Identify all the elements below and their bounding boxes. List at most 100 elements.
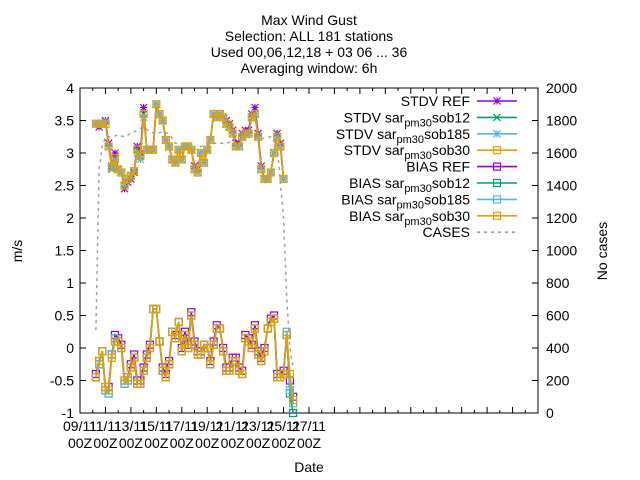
data-point: [129, 353, 139, 362]
data-point: [257, 356, 266, 366]
y-tick-label: 1.5: [55, 243, 75, 259]
data-point: [251, 103, 259, 112]
data-point: [187, 311, 196, 320]
plot-area: [91, 100, 298, 418]
data-point: [266, 168, 275, 177]
y2-tick-label: 800: [546, 275, 570, 291]
data-point: [94, 356, 104, 366]
data-point: [111, 149, 119, 157]
x-tick-label: 21/11: [216, 418, 250, 434]
data-point: [285, 386, 295, 395]
data-point: [98, 347, 107, 356]
data-point: [493, 113, 501, 122]
data-point: [279, 369, 288, 379]
legend-entry: STDV sarpm30sob185: [336, 126, 517, 146]
y2-tick-label: 1200: [546, 210, 577, 226]
x-tick-label: 00Z: [221, 435, 246, 451]
legend-entry: STDV sarpm30sob30: [344, 142, 517, 162]
x-tick-label: 15/11: [139, 418, 173, 434]
y2-axis-label: No cases: [594, 222, 610, 280]
legend-label: BIAS sarpm30sob185: [341, 191, 470, 211]
data-point: [199, 158, 209, 167]
data-point: [91, 373, 101, 382]
data-point: [161, 373, 170, 382]
legend-label: CASES: [423, 224, 470, 240]
data-point: [215, 324, 225, 333]
data-point: [193, 168, 202, 177]
legend-label: STDV REF: [401, 93, 470, 109]
x-tick-label: 23/11: [241, 418, 275, 434]
data-point: [139, 109, 148, 119]
y2-tick-label: 1000: [546, 243, 577, 259]
title-line: Max Wind Gust: [261, 12, 357, 28]
y-tick-label: 4: [66, 80, 74, 96]
x-tick-label: 25/11: [267, 418, 301, 434]
x-tick-label: 00Z: [246, 435, 271, 451]
x-tick-label: 00Z: [271, 435, 296, 451]
data-point: [269, 148, 279, 158]
legend-entry: CASES: [423, 224, 517, 240]
legend-entry: STDV REF: [401, 93, 517, 109]
x-tick-label: 00Z: [144, 435, 169, 451]
data-point: [104, 142, 113, 151]
legend-entry: BIAS REF: [406, 159, 517, 175]
data-point: [180, 330, 190, 340]
legend-label: BIAS sarpm30sob30: [349, 208, 470, 228]
x-tick-label: 00Z: [170, 435, 195, 451]
data-point: [190, 340, 199, 349]
data-point: [493, 129, 501, 138]
legend-label: STDV sarpm30sob185: [336, 126, 470, 146]
data-point: [136, 379, 145, 388]
data-point: [269, 314, 279, 323]
data-point: [219, 347, 228, 356]
data-point: [250, 109, 260, 119]
data-point: [238, 369, 247, 379]
x-tick-label: 13/11: [114, 418, 148, 434]
data-point: [104, 386, 113, 395]
y-tick-label: -0.5: [50, 373, 74, 389]
data-point: [126, 363, 135, 372]
data-point: [196, 350, 205, 359]
y2-tick-label: 2000: [546, 80, 577, 96]
data-point: [110, 154, 120, 163]
y2-tick-label: 400: [546, 340, 570, 356]
data-point: [107, 163, 116, 172]
y-tick-label: 2: [66, 210, 74, 226]
data-point: [206, 360, 215, 369]
x-axis-label: Date: [294, 459, 324, 475]
data-point: [247, 343, 256, 353]
data-point: [273, 132, 282, 141]
data-point: [129, 167, 139, 176]
data-point: [288, 408, 298, 418]
data-point: [257, 165, 266, 174]
data-point: [152, 100, 161, 109]
x-tick-label: 11/11: [89, 418, 122, 434]
y-tick-label: 2.5: [55, 178, 75, 194]
legend-label: STDV sarpm30sob30: [344, 142, 471, 162]
y2-tick-label: 1400: [546, 178, 577, 194]
x-tick-label: 00Z: [93, 435, 118, 451]
data-point: [136, 152, 145, 161]
data-point: [187, 145, 196, 154]
data-point: [155, 337, 164, 346]
data-point: [174, 317, 183, 327]
axes: -1 -0.5 0 0.5 1 1.5 2 2.5 3 3.5 4 0 200 400 600 800 1000…: [9, 80, 610, 475]
legend-label: BIAS REF: [406, 159, 470, 175]
data-point: [203, 145, 212, 154]
series-stdv_ob30: [91, 100, 288, 190]
data-point: [158, 116, 167, 125]
title-line: Selection: ALL 181 stations: [225, 28, 393, 44]
title-line: Used 00,06,12,18 + 03 06 ... 36: [211, 44, 408, 60]
y-tick-label: 3.5: [55, 113, 75, 129]
data-point: [231, 356, 240, 366]
legend-label: BIAS sarpm30sob12: [349, 175, 470, 195]
y2-tick-label: 1600: [546, 145, 577, 161]
data-point: [254, 132, 263, 141]
data-point: [139, 366, 148, 375]
legend-entry: BIAS sarpm30sob12: [349, 175, 517, 195]
x-tick-label: 00Z: [297, 435, 322, 451]
data-point: [206, 135, 215, 145]
data-point: [139, 103, 148, 112]
data-point: [285, 369, 295, 379]
